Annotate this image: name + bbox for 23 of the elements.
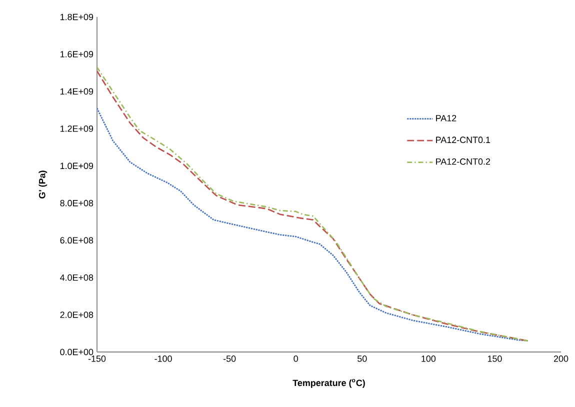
x-tick-label: -50 <box>224 356 236 362</box>
legend-label: PA12 <box>436 114 456 122</box>
x-tick-label: 200 <box>554 356 568 362</box>
y-axis-title: G' (Pa) <box>38 170 48 198</box>
x-tick-label: 150 <box>488 356 502 362</box>
x-tick-label: 0 <box>294 356 298 362</box>
y-tick-label: 1.2E+09 <box>60 125 94 132</box>
y-tick-label: 2.0E+08 <box>60 312 94 318</box>
x-tick-label: -100 <box>154 356 172 362</box>
y-tick-label: 1.6E+09 <box>60 51 94 58</box>
x-tick-label: 50 <box>358 356 367 362</box>
y-tick-label: 8.0E+08 <box>60 200 94 206</box>
legend-label: PA12-CNT0.2 <box>436 158 490 165</box>
y-tick-label: 1.4E+09 <box>60 88 94 95</box>
y-tick-label: 6.0E+08 <box>60 237 94 244</box>
y-tick-label: 1.0E+09 <box>60 162 94 170</box>
y-tick-label: 4.0E+08 <box>60 274 94 281</box>
y-tick-label: 0.0E+00 <box>60 348 94 356</box>
x-tick-label: 100 <box>422 356 436 362</box>
x-tick-label: -150 <box>88 356 106 362</box>
x-axis-title: Temperature ($^{o}$C) <box>292 378 365 388</box>
legend-label: PA12-CNT0.1 <box>436 136 490 144</box>
y-tick-label: 1.8E+09 <box>60 14 94 20</box>
